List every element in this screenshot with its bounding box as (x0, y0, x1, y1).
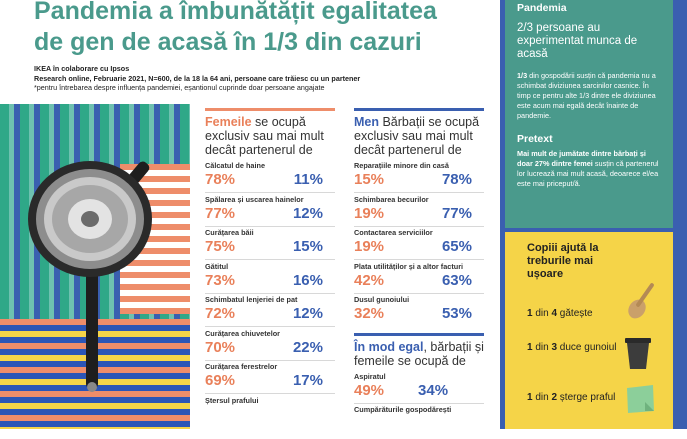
list-item: Curățarea ferestrelor 69% 17% (205, 362, 335, 396)
pandemic-detail: 1/3 din gospodării susțin că pandemia nu… (517, 71, 656, 120)
list-item: Cumpărăturile gospodărești (354, 405, 452, 414)
pan-artwork (0, 104, 190, 429)
page-title: Pandemia a îmbunătățit egalitatea de gen… (34, 0, 494, 58)
pandemic-title: Pandemia (517, 2, 567, 14)
list-item: Spălarea și uscarea hainelor 77% 12% (205, 195, 335, 229)
list-item: Călcatul de haine 78% 11% (205, 161, 335, 195)
list-item: Reparațiile minore din casă 15% 78% (354, 161, 484, 195)
pretext-title: Pretext (517, 133, 553, 145)
pandemic-highlight: 2/3 persoane au experimentat munca de ac… (517, 22, 638, 60)
title-line-2: de gen de acasă în 1/3 din cazuri (34, 28, 422, 56)
list-item: Plata utilităților și a altor facturi 42… (354, 262, 484, 296)
spoon-icon (628, 283, 654, 319)
pan-icon (28, 161, 152, 392)
pretext-detail: Mai mult de jumătate dintre bărbați și d… (517, 149, 659, 188)
women-column: Femeile se ocupă exclusiv sau mai mult d… (205, 108, 335, 429)
list-item: Schimbarea becurilor 19% 77% (354, 195, 484, 229)
men-heading: Men Bărbații se ocupă exclusiv sau mai m… (354, 115, 480, 157)
list-item: Schimbatul lenjeriei de pat 72% 12% (205, 295, 335, 329)
list-item: Curățarea chiuvetelor 70% 22% (205, 329, 335, 363)
equal-block: În mod egal, bărbații și femeile se ocup… (354, 332, 484, 439)
list-item: Ștersul prafului (205, 395, 259, 405)
list-item: Contactarea serviciilor 19% 65% (354, 228, 484, 262)
method: Research online, Februarie 2021, N=600, … (34, 73, 361, 83)
cloth-icon (627, 385, 654, 413)
meta-info: IKEA în colaborare cu Ipsos Research onl… (34, 64, 494, 93)
tip-cooking: 1 din 4 gătește (527, 308, 593, 319)
pandemic-card: Pandemia 2/3 persoane au experimentat mu… (505, 0, 673, 228)
list-item: Gătitul 73% 16% (205, 262, 335, 296)
tip-trash: 1 din 3 duce gunoiul (527, 342, 617, 353)
tip-dusting: 1 din 2 șterge praful (527, 392, 616, 403)
list-item: Dusul gunoiului 32% 53% (354, 295, 472, 322)
kids-card: Copiii ajută la treburile mai ușoare 1 d… (505, 232, 673, 429)
credit: IKEA în colaborare cu Ipsos (34, 64, 130, 73)
women-heading: Femeile se ocupă exclusiv sau mai mult d… (205, 115, 324, 157)
title-line-1: Pandemia a îmbunătățit egalitatea (34, 0, 437, 25)
trash-bin-icon (625, 338, 651, 369)
list-item: Curățarea băii 75% 15% (205, 228, 335, 262)
equal-heading: În mod egal, bărbații și femeile se ocup… (354, 339, 484, 368)
kids-title: Copiii ajută la treburile mai ușoare (527, 242, 599, 280)
footnote: *pentru întrebarea despre influența pand… (34, 83, 325, 92)
men-column: Men Bărbații se ocupă exclusiv sau mai m… (354, 108, 484, 439)
list-item: Aspiratul 49% 34% (354, 372, 484, 406)
